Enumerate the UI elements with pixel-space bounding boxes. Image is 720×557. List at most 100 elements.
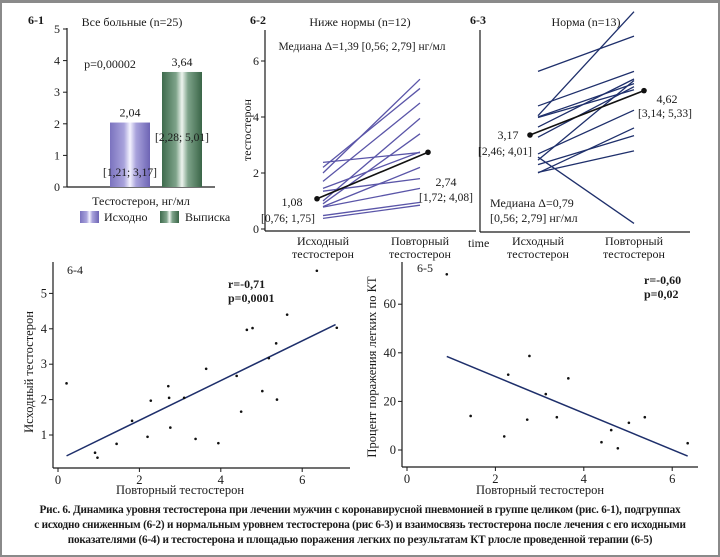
data-point	[686, 441, 689, 445]
x-tick-label: 4	[218, 473, 225, 487]
data-point	[544, 392, 548, 396]
correlation-p: p=0,0001	[228, 291, 275, 305]
x-label-baseline-line1: Исходный	[297, 234, 350, 248]
data-point	[506, 373, 510, 376]
y-tick-label: 4	[253, 110, 259, 124]
data-point	[146, 435, 149, 439]
data-point	[528, 354, 531, 358]
data-point	[130, 419, 134, 423]
data-point	[600, 440, 603, 444]
median-end-interval: [3,14; 5,33]	[638, 108, 692, 120]
median-annotation-line2: [0,56; 2,79] нг/мл	[490, 211, 578, 225]
data-point	[182, 396, 186, 400]
y-tick-label: 0	[253, 222, 259, 236]
data-point	[235, 374, 238, 378]
data-point	[555, 415, 559, 419]
data-point	[96, 456, 99, 459]
median-start-value: 3,17	[498, 128, 519, 142]
series-line-p10	[322, 187, 421, 208]
median-end-interval: [1,72; 4,08]	[419, 192, 473, 204]
data-point	[167, 396, 171, 400]
bar-interval-label: [1,21; 3,17]	[103, 167, 157, 179]
correlation-r: r=-0,71	[228, 277, 265, 291]
y-axis-label: тестостерон	[240, 98, 254, 160]
series-line-n13	[537, 156, 635, 224]
x-label-baseline-line2: тестостерон	[507, 247, 569, 261]
legend-label-baseline: Исходно	[104, 210, 148, 224]
series-line-p12	[322, 204, 421, 220]
data-point	[194, 437, 197, 441]
caption-line: Рис. 6. Динамика уровня тестостерона при…	[39, 504, 681, 516]
chart-title: Все больные (n=25)	[82, 15, 183, 29]
y-tick-label: 5	[54, 22, 60, 36]
y-tick-label: 20	[384, 394, 397, 408]
data-point	[469, 414, 472, 418]
median-point-start	[527, 132, 533, 138]
x-tick-label: 2	[136, 473, 142, 487]
chart-6-3: 6-3 Норма (n=13) 3,17 [2,46; 4,01] 4,62 [3,…	[470, 11, 692, 261]
panel-label: 6-4	[67, 263, 83, 277]
median-point-end	[641, 87, 647, 94]
p-value-annotation: p=0,00002	[84, 57, 136, 71]
data-point	[239, 410, 243, 413]
data-point	[251, 326, 254, 330]
x-label-baseline-line1: Исходный	[512, 234, 565, 248]
panel-label: 6-2	[250, 13, 266, 27]
series-line-p8	[322, 133, 421, 205]
data-point	[335, 326, 339, 330]
series-line-p4	[322, 102, 421, 182]
y-axis-label: Исходный тестостерон	[22, 311, 36, 433]
panel-label: 6-3	[470, 13, 486, 27]
series-line-p3	[322, 78, 421, 174]
data-point	[445, 273, 449, 276]
x-tick-label: 0	[55, 473, 61, 487]
data-point	[502, 435, 506, 438]
median-start-interval: [0,76; 1,75]	[261, 213, 315, 225]
chart-6-5: 6-5 Процент поражения легких по КТ Повто…	[365, 261, 698, 497]
series-line-n2	[537, 70, 635, 107]
y-tick-label: 1	[41, 428, 47, 442]
data-point	[261, 389, 264, 393]
data-point	[93, 451, 97, 455]
median-end-value: 4,62	[657, 92, 678, 106]
caption-line: показателями (6-4) и тестостерона и площ…	[67, 534, 653, 546]
series-line-p1	[322, 151, 421, 164]
caption-line: с исходно сниженным (6-2) и нормальным у…	[34, 519, 686, 531]
correlation-r: r=-0,60	[644, 273, 681, 287]
regression-line	[66, 323, 336, 457]
chart-title: Ниже нормы (n=12)	[309, 15, 410, 29]
data-point	[567, 377, 570, 380]
data-point	[169, 426, 172, 429]
series-line-n1	[537, 35, 635, 72]
median-point-end	[425, 149, 431, 156]
median-line	[529, 89, 645, 136]
y-tick-label: 4	[41, 322, 48, 336]
y-tick-label: 2	[41, 393, 47, 407]
data-point	[315, 269, 319, 273]
time-label: time	[468, 236, 489, 250]
x-label-repeat-line2: тестостерон	[389, 247, 451, 261]
series-line-n6	[537, 78, 635, 128]
legend: Исходно Выписка	[80, 210, 231, 224]
y-tick-label: 2	[54, 117, 60, 131]
data-point	[217, 441, 220, 445]
y-tick-label: 3	[54, 85, 60, 99]
x-label-repeat-line1: Повторный	[391, 234, 450, 248]
y-axis-label: Процент поражения легких по КТ	[365, 276, 379, 458]
series-line-n4	[537, 82, 635, 118]
data-point	[609, 428, 613, 432]
chart-6-4: 6-4 Исходный тестостерон Повторный тесто…	[22, 262, 350, 497]
y-tick-label: 0	[390, 443, 396, 457]
series-line-p9	[322, 166, 421, 208]
series-line-n7	[537, 86, 635, 138]
data-point	[204, 367, 208, 371]
x-tick-label: 6	[299, 473, 305, 487]
x-tick-label: 6	[669, 472, 675, 486]
chart-6-2: 6-2 Ниже нормы (n=12) Медиана Δ=1,39 [0,…	[240, 13, 489, 261]
data-point	[267, 356, 271, 360]
x-axis-label: Повторный тестостерон	[116, 483, 244, 497]
x-label-repeat-line1: Повторный	[605, 234, 664, 248]
data-point	[275, 398, 279, 401]
data-point	[643, 415, 647, 419]
x-label-baseline-line2: тестостерон	[292, 247, 354, 261]
